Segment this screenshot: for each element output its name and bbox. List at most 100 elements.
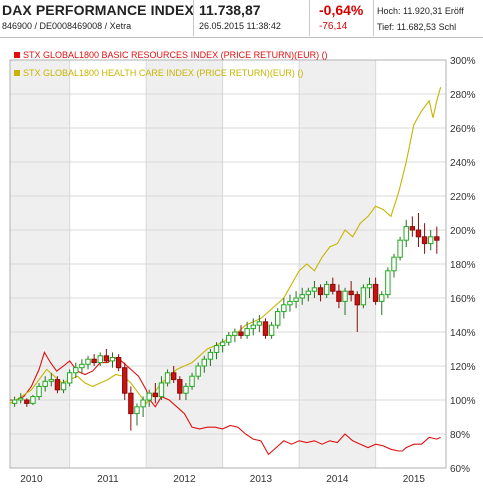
quote-header: DAX PERFORMANCE INDEX 846900 / DE0008469… [0, 0, 483, 38]
candle-body [122, 367, 128, 394]
y-tick-label: 180% [450, 260, 476, 271]
candle-body [213, 345, 220, 353]
candle-body [244, 328, 250, 336]
candle-body [183, 385, 189, 394]
change-percent: -0,64% [319, 2, 364, 18]
candle-body [403, 226, 409, 241]
candle-body [385, 270, 391, 296]
candle-body [330, 283, 336, 292]
candle-body [170, 372, 177, 381]
y-tick-label: 100% [450, 396, 476, 407]
low-value: 11.682,53 [396, 22, 437, 32]
candle-body [434, 236, 440, 241]
low-label: Tief: [377, 22, 395, 32]
candle-body [391, 256, 397, 272]
index-identifiers: 846900 / DE0008469008 / Xetra [2, 21, 132, 31]
x-tick-label: 2013 [250, 474, 273, 485]
candle-body [219, 341, 226, 347]
legend-label-health-care: STX GLOBAL1800 HEALTH CARE INDEX (PRICE … [23, 68, 303, 78]
x-tick-label: 2010 [20, 474, 43, 485]
index-name: DAX PERFORMANCE INDEX [2, 2, 194, 18]
candle-body [336, 290, 342, 302]
high-label: Hoch: [377, 6, 401, 16]
quote-datetime: 26.05.2015 11:38:42 [199, 21, 281, 31]
legend-swatch-basic-resources [14, 52, 20, 58]
candle-body [226, 334, 232, 343]
candle-body [305, 290, 312, 296]
candle-body [250, 324, 256, 330]
candle-body [79, 363, 85, 369]
candle-body [164, 372, 171, 384]
candle-body [311, 287, 318, 292]
candle-body [189, 375, 195, 387]
candle-body [275, 311, 281, 326]
candle-body [109, 357, 116, 362]
candle-body [146, 392, 152, 401]
candle-body [30, 396, 36, 404]
y-tick-label: 280% [450, 90, 476, 101]
change-cell: -0,64% -76,14 [311, 0, 374, 36]
candle-body [152, 392, 159, 398]
candle-body [128, 392, 134, 415]
x-tick-label: 2015 [403, 474, 426, 485]
y-tick-label: 120% [450, 362, 476, 373]
candle-body [42, 380, 48, 387]
chart-legend: STX GLOBAL1800 BASIC RESOURCES INDEX (PR… [14, 50, 328, 78]
candle-body [18, 397, 24, 401]
candle-body [24, 399, 30, 404]
candle-body [85, 358, 91, 365]
candle-body [323, 283, 330, 296]
candle-body [421, 236, 428, 245]
candle-body [195, 365, 201, 377]
y-axis-ticks: 60% 80% 100% 120% 140% 160% 180% 200% 220% 240% 26… [450, 56, 476, 475]
candle-body [299, 294, 305, 299]
candle-body [415, 229, 422, 238]
candle-body [103, 355, 110, 362]
candle-body [348, 290, 354, 296]
candle-body [397, 239, 403, 258]
candle-body [366, 283, 373, 289]
candle-body [11, 399, 18, 404]
candle-body [54, 379, 61, 391]
series-line [10, 351, 441, 456]
low-row: Tief: 11.682,53 Schl [377, 22, 456, 32]
candle-body [201, 358, 207, 367]
x-tick-label: 2011 [97, 474, 119, 485]
candle-body [91, 358, 97, 364]
plot-border [9, 59, 447, 469]
y-tick-label: 260% [450, 124, 476, 135]
candle-body [134, 406, 140, 415]
chart-grid [10, 59, 446, 469]
candle-body [115, 357, 122, 369]
x-tick-label: 2014 [326, 474, 349, 485]
y-tick-label: 160% [450, 294, 476, 305]
candle-body [379, 294, 385, 302]
dax-candles [11, 213, 440, 431]
candle-body [409, 226, 416, 231]
candle-body [293, 297, 299, 302]
y-tick-label: 60% [450, 464, 470, 475]
candle-body [158, 382, 165, 398]
y-tick-label: 240% [450, 158, 476, 169]
candle-body [268, 324, 275, 336]
close-label: Schl [438, 22, 457, 32]
candle-body [372, 283, 379, 302]
change-absolute: -76,14 [319, 21, 348, 32]
candle-body [428, 236, 434, 245]
candle-body [360, 287, 367, 306]
candle-body [207, 351, 214, 360]
last-price: 11.738,87 [199, 2, 261, 18]
candle-body [342, 290, 348, 302]
candle-body [281, 304, 287, 313]
candle-body [177, 379, 183, 394]
candle-body [60, 382, 67, 391]
index-name-cell: DAX PERFORMANCE INDEX 846900 / DE0008469… [0, 0, 194, 36]
legend-label-basic-resources: STX GLOBAL1800 BASIC RESOURCES INDEX (PR… [23, 50, 328, 60]
candle-body [36, 385, 42, 398]
performance-chart: 60% 80% 100% 120% 140% 160% 180% 200% 220% 240% 26… [9, 50, 476, 485]
y-tick-label: 220% [450, 192, 476, 203]
candle-body [287, 300, 293, 306]
candle-body [238, 331, 244, 336]
legend-swatch-health-care [14, 70, 20, 76]
candle-body [48, 379, 55, 382]
